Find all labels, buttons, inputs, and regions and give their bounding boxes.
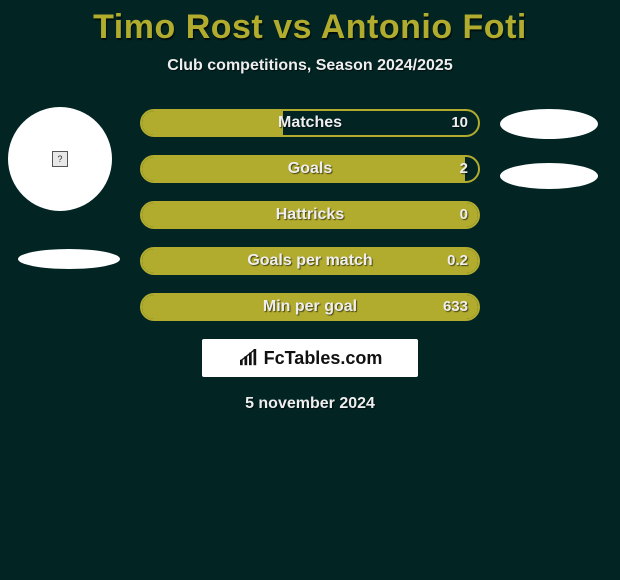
stat-value: 2 <box>460 157 468 181</box>
player-avatar-right <box>500 109 598 139</box>
page-title: Timo Rost vs Antonio Foti <box>0 0 620 47</box>
stat-label: Hattricks <box>142 203 478 227</box>
avatar-shadow-right <box>500 163 598 189</box>
player-avatar-left: ? <box>8 107 112 211</box>
stat-value: 633 <box>443 295 468 319</box>
stat-value: 10 <box>451 111 468 135</box>
stat-row: Min per goal633 <box>140 293 480 321</box>
page-subtitle: Club competitions, Season 2024/2025 <box>0 57 620 75</box>
stats-area: ? Matches10 Goals2 Hattricks0 Goals per mat… <box>0 109 620 321</box>
bar-chart-icon <box>238 349 260 367</box>
broken-image-icon: ? <box>52 151 68 167</box>
stat-row: Goals2 <box>140 155 480 183</box>
brand-box: FcTables.com <box>202 339 418 377</box>
stat-label: Min per goal <box>142 295 478 319</box>
brand-label: FcTables.com <box>264 348 383 369</box>
stat-label: Goals <box>142 157 478 181</box>
stat-value: 0 <box>460 203 468 227</box>
stat-label: Matches <box>142 111 478 135</box>
stat-label: Goals per match <box>142 249 478 273</box>
stat-value: 0.2 <box>447 249 468 273</box>
avatar-shadow-left <box>18 249 120 269</box>
stat-row: Hattricks0 <box>140 201 480 229</box>
date-label: 5 november 2024 <box>0 395 620 413</box>
stat-row: Goals per match0.2 <box>140 247 480 275</box>
stat-row: Matches10 <box>140 109 480 137</box>
